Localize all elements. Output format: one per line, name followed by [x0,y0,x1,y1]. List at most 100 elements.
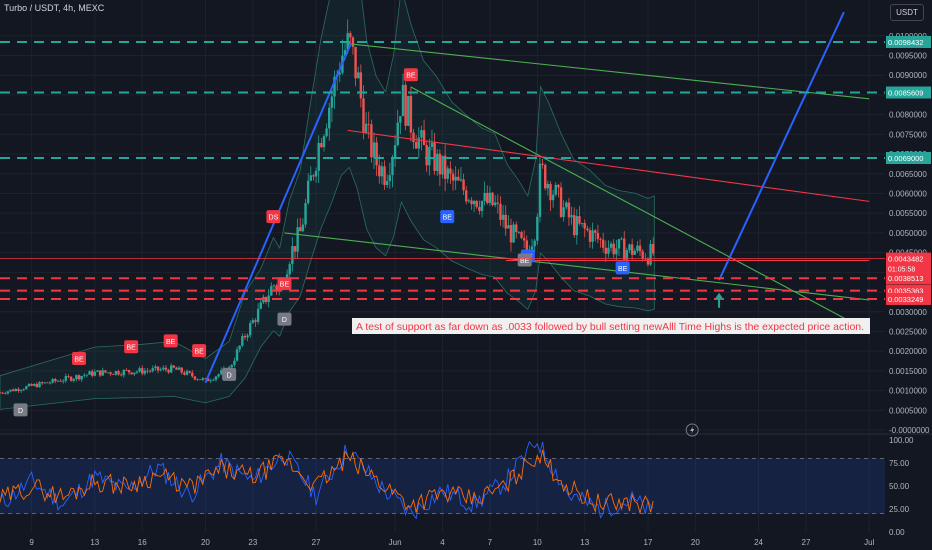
candle-body [380,166,384,177]
candle-body [1,392,4,394]
candle-body [478,207,481,211]
signal-box [163,334,178,348]
candle-body [649,244,652,265]
osc-y-tick-label: 100.00 [889,436,914,445]
x-tick-label: 27 [312,538,321,547]
candle-body [544,164,547,189]
signal-label-9: BE [615,261,630,275]
y-tick-label: 0.0065000 [889,170,927,179]
lightning-circle [685,423,699,437]
candle-body [385,181,389,186]
candle-body [141,368,144,374]
candle-body [291,246,294,265]
candle-body [106,372,110,374]
candle-body [609,243,613,248]
candle-body [583,223,586,229]
candle-body [546,183,550,189]
candle-body [30,384,33,386]
signal-box [222,367,237,381]
candle-body [522,238,526,241]
candle-body [370,124,373,158]
candle-body [151,368,154,372]
candle-body [533,240,536,247]
candle-body [328,107,331,129]
candle-body [241,336,244,346]
signal-label-7: BE [440,210,455,224]
candle-body [525,240,528,252]
osc-y-tick-label: 75.00 [889,459,910,468]
candle-body [557,184,560,188]
candle-body [601,239,605,248]
candle-body [40,382,44,384]
x-tick-label: 24 [754,538,763,547]
candle-body [512,224,515,243]
candle-body [433,142,436,171]
candle-body [62,380,65,382]
y-tick-label: 0.0015000 [889,367,927,376]
signal-box [13,403,28,417]
candle-body [570,215,573,218]
candle-body [451,173,455,181]
candle-body [59,380,62,382]
candle-body [212,379,215,381]
candle-body [25,386,28,390]
level-tag-1 [886,86,931,99]
candle-body [146,370,149,372]
level-tag-text: 0.0033249 [888,295,923,304]
candle-body [633,250,636,255]
candle-body [312,175,315,177]
candle-body [646,258,650,265]
y-tick-label: 0.0025000 [889,327,927,336]
candle-body [272,285,276,287]
candle-body [33,383,36,386]
candle-body [599,239,602,240]
candle-body [572,215,576,236]
candle-body [125,369,128,371]
candle-body [330,96,334,108]
candle-body [206,378,210,382]
candle-body [164,367,168,370]
candle-body [623,238,626,260]
signal-box [277,277,292,291]
candle-body [407,95,410,126]
signal-text: DS [269,215,279,222]
candle-body [267,295,270,303]
candle-body [75,375,78,380]
candle-body [372,142,376,158]
candle-body [420,130,423,138]
candle-body [217,374,220,377]
candle-body [54,378,57,382]
candle-body [449,168,452,174]
annotation-note: A test of support as far down as .0033 f… [352,318,870,334]
candle-body [496,202,500,204]
candle-body [591,230,594,242]
y-tick-label: 0.0080000 [889,111,927,120]
candle-body [254,320,257,322]
candle-body [630,244,634,255]
candle-body [554,184,557,195]
y-tick-label: 0.0075000 [889,130,927,139]
candle-body [499,203,502,220]
candle-body [64,376,68,381]
candle-body [306,180,310,204]
candle-body [567,202,571,218]
x-tick-label: 23 [248,538,257,547]
candle-body [243,336,247,338]
signal-label-4: BE [124,340,139,354]
currency-button[interactable]: USDT [890,4,924,21]
lightning-icon [685,423,699,437]
candle-body [220,370,223,375]
candle-body [69,376,73,381]
signal-box [277,312,292,326]
annotation-text: A test of support as far down as .0033 f… [356,321,864,333]
candle-body [56,380,60,382]
candle-body [578,216,581,224]
candle-body [507,225,510,229]
candle-body [607,247,610,254]
candle-body [0,392,2,394]
candle-body [214,376,218,380]
candle-body [175,367,178,370]
candle-body [127,370,131,373]
candle-body [309,175,313,181]
